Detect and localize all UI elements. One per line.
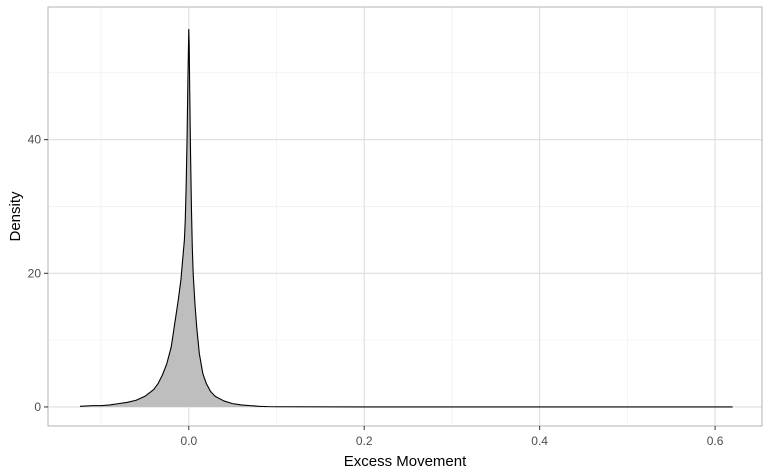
x-axis-title: Excess Movement (344, 453, 467, 470)
y-axis-title: Density (7, 191, 24, 242)
x-tick-label: 0.4 (531, 434, 548, 448)
x-tick-label: 0.6 (707, 434, 724, 448)
y-tick-label: 0 (34, 400, 41, 414)
y-tick-label: 40 (28, 133, 42, 147)
panel-border (47, 6, 763, 427)
x-axis-ticks: 0.0 0.2 0.4 0.6 (180, 426, 724, 448)
y-axis-ticks: 0 20 40 (28, 133, 48, 414)
x-tick-label: 0.0 (180, 434, 197, 448)
y-tick-label: 20 (28, 266, 42, 280)
x-tick-label: 0.2 (356, 434, 373, 448)
density-line (79, 28, 733, 408)
grid-minor (48, 7, 762, 426)
